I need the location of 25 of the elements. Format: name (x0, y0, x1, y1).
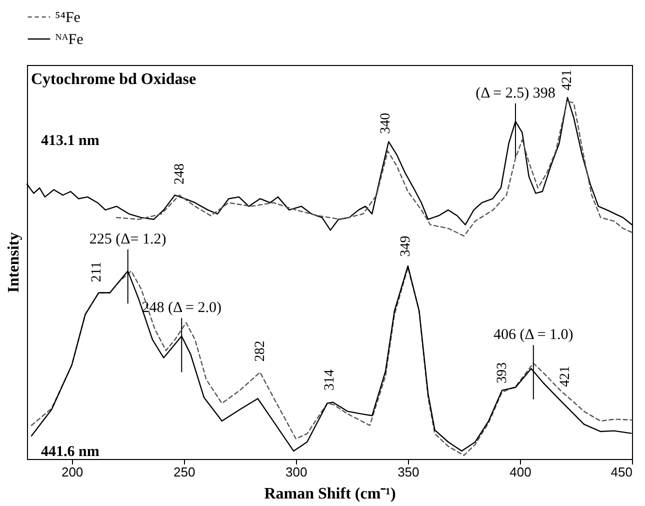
annotation: 421 (560, 70, 576, 91)
x-axis-title: Raman Shift (cm⁻¹) (264, 486, 396, 502)
annotation: 211 (89, 262, 104, 282)
annotation: 413.1 nm (41, 132, 100, 149)
x-tick-label: 200 (61, 464, 84, 480)
x-tick-label: 450 (610, 464, 632, 480)
annotation: 441.6 nm (41, 444, 100, 460)
annotation: 406 (Δ = 1.0) (494, 327, 574, 344)
annotation: 282 (253, 340, 268, 362)
annotation: 225 (Δ= 1.2) (89, 231, 166, 248)
y-axis-title: Intensity (6, 232, 22, 293)
legend-label: ᴺᴬFe (55, 32, 84, 48)
annotation: 314 (322, 370, 338, 391)
annotation: 349 (398, 236, 414, 257)
x-tick-label: 350 (398, 464, 420, 480)
chart-title: Cytochrome bd Oxidase (31, 71, 196, 88)
annotation: (Δ = 2.5) 398 (476, 85, 556, 102)
annotation: 421 (558, 366, 573, 387)
x-tick-label: 400 (510, 464, 532, 480)
legend-label: ⁵⁴Fe (55, 10, 81, 26)
annotation: 393 (495, 362, 510, 384)
annotation: 340 (378, 112, 394, 134)
x-tick-label: 300 (286, 464, 308, 480)
annotation: 248 (172, 164, 188, 185)
x-tick-label: 250 (174, 464, 196, 480)
